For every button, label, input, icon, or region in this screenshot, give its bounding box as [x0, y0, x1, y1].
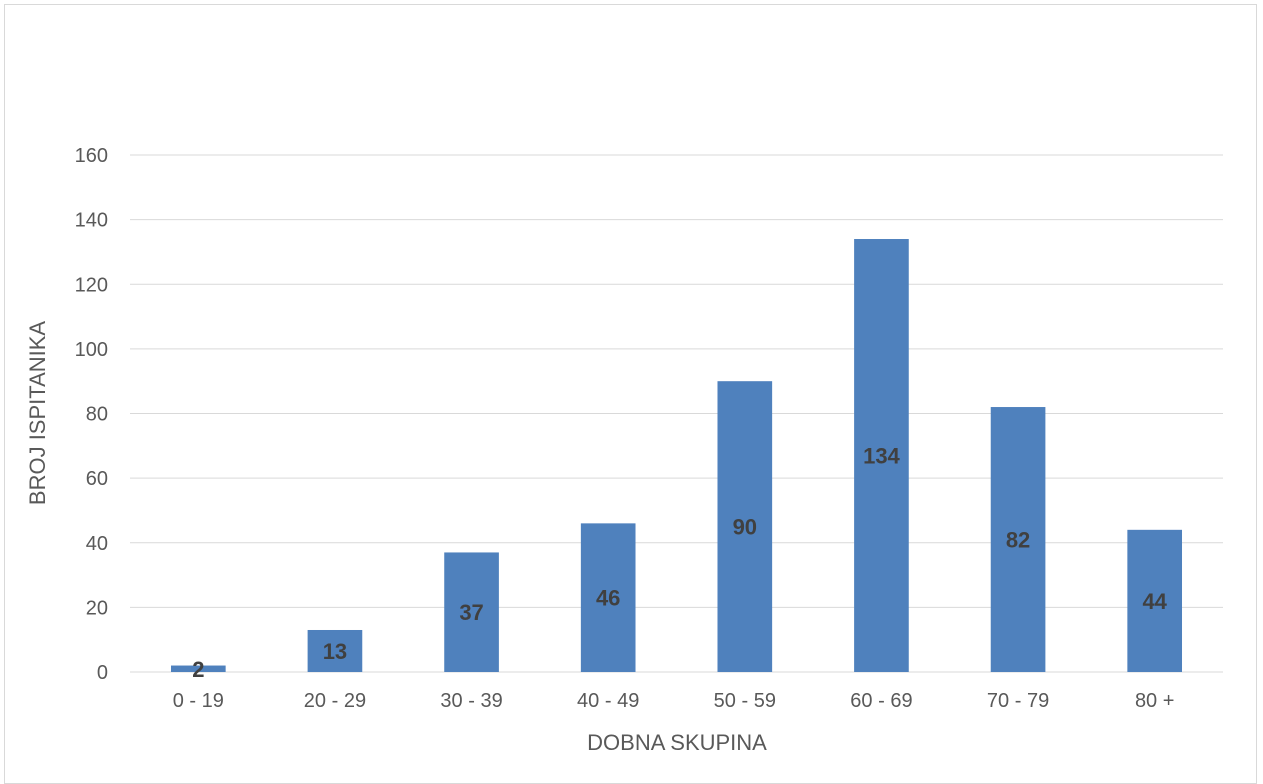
bar — [717, 381, 773, 672]
y-tick-label: 100 — [75, 339, 108, 361]
y-tick-label: 0 — [97, 662, 108, 684]
bar — [307, 629, 363, 672]
data-label: 13 — [323, 639, 347, 664]
y-tick-label: 60 — [86, 468, 108, 490]
y-tick-label: 160 — [75, 145, 108, 167]
x-tick-label: 80 + — [1135, 690, 1174, 712]
bar — [1127, 529, 1183, 672]
data-label: 134 — [863, 444, 900, 469]
x-tick-label: 40 - 49 — [577, 690, 639, 712]
y-tick-label: 40 — [86, 533, 108, 555]
bar — [854, 239, 909, 672]
bar — [990, 407, 1046, 672]
x-tick-label: 70 - 79 — [987, 690, 1049, 712]
bar — [580, 523, 636, 672]
x-tick-label: 60 - 69 — [850, 690, 912, 712]
bar — [170, 665, 226, 672]
y-axis-title: BROJ ISPITANIKA — [25, 321, 50, 506]
y-tick-label: 140 — [75, 210, 108, 232]
data-label: 82 — [1006, 528, 1030, 553]
gridlines — [130, 154, 1223, 673]
data-labels: 2 13 37 46 90 134 82 44 — [192, 444, 1167, 682]
bars — [170, 239, 1183, 672]
bar — [444, 552, 499, 672]
x-axis-ticks: 0 - 19 20 - 29 30 - 39 40 - 49 50 - 59 60 - 6… — [173, 690, 1175, 712]
x-tick-label: 30 - 39 — [440, 690, 502, 712]
x-axis-title: DOBNA SKUPINA — [587, 730, 767, 755]
data-label: 37 — [459, 600, 483, 625]
data-label: 44 — [1142, 589, 1167, 614]
y-axis-ticks: 0 20 40 60 80 100 120 140 160 — [75, 145, 108, 684]
data-label: 90 — [733, 515, 757, 540]
x-tick-label: 0 - 19 — [173, 690, 224, 712]
data-label: 2 — [192, 657, 204, 682]
y-tick-label: 20 — [86, 597, 108, 619]
y-tick-label: 120 — [75, 274, 108, 296]
data-label: 46 — [596, 586, 620, 611]
x-tick-label: 50 - 59 — [714, 690, 776, 712]
y-tick-label: 80 — [86, 404, 108, 426]
x-tick-label: 20 - 29 — [304, 690, 366, 712]
